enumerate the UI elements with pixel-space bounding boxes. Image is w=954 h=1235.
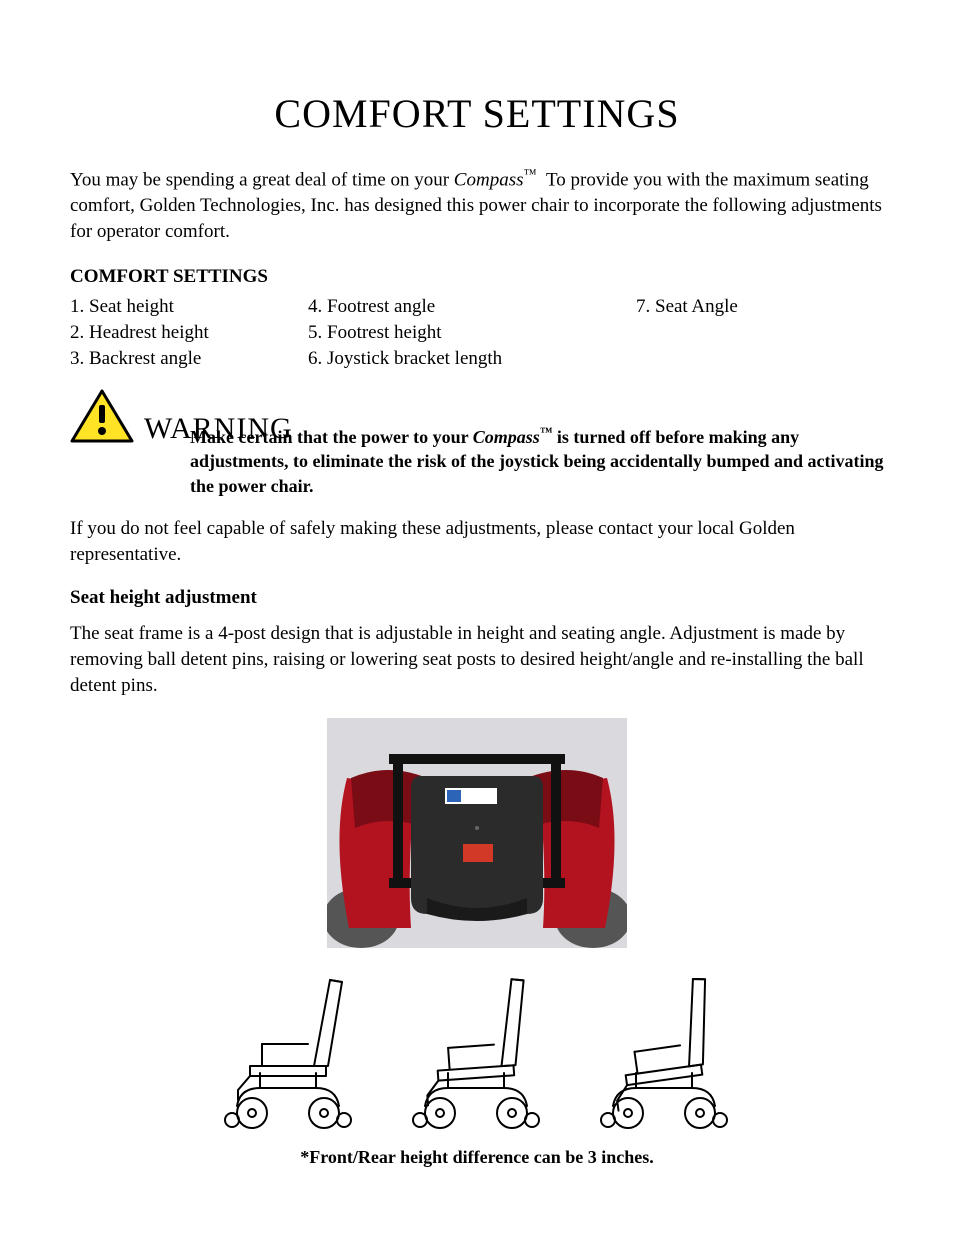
settings-label: COMFORT SETTINGS <box>70 266 884 288</box>
seat-photo-figure <box>70 718 884 948</box>
warning-block: WARNING Make certain that the power to y… <box>70 389 884 498</box>
page-title: COMFORT SETTINGS <box>70 90 884 137</box>
document-page: COMFORT SETTINGS You may be spending a g… <box>0 0 954 1235</box>
setting-item: 3. Backrest angle <box>70 346 270 372</box>
settings-columns: 1. Seat height 2. Headrest height 3. Bac… <box>70 294 884 371</box>
seat-diagrams-row <box>70 958 884 1133</box>
settings-col-1: 1. Seat height 2. Headrest height 3. Bac… <box>70 294 270 371</box>
setting-item: 6. Joystick bracket length <box>308 346 568 372</box>
seat-diagram <box>204 958 374 1133</box>
setting-item: 2. Headrest height <box>70 320 270 346</box>
intro-paragraph: You may be spending a great deal of time… <box>70 165 884 244</box>
seat-diagram <box>580 958 750 1133</box>
setting-item: 5. Footrest height <box>308 320 568 346</box>
warning-icon <box>70 389 134 450</box>
setting-item: 7. Seat Angle <box>636 294 836 320</box>
seat-adjustment-body: The seat frame is a 4-post design that i… <box>70 621 884 698</box>
settings-col-3: 7. Seat Angle <box>606 294 836 371</box>
height-footnote: *Front/Rear height difference can be 3 i… <box>70 1147 884 1168</box>
setting-item: 4. Footrest angle <box>308 294 568 320</box>
seat-adjustment-heading: Seat height adjustment <box>70 587 884 609</box>
warning-text: Make certain that the power to your Comp… <box>190 424 884 498</box>
seat-photo <box>327 718 627 948</box>
after-warning-paragraph: If you do not feel capable of safely mak… <box>70 516 884 567</box>
setting-item: 1. Seat height <box>70 294 270 320</box>
settings-col-2: 4. Footrest angle 5. Footrest height 6. … <box>308 294 568 371</box>
seat-diagram <box>392 958 562 1133</box>
